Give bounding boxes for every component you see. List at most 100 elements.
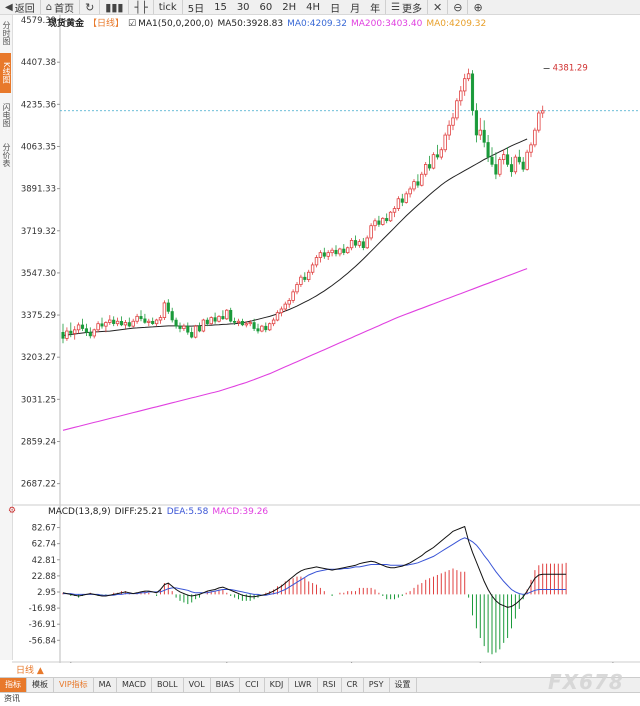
- period-15[interactable]: 15: [214, 1, 227, 13]
- macd-legend: MACD(13,8,9) DIFF:25.21 DEA:5.58 MACD:39.26: [48, 507, 272, 517]
- candle: [135, 313, 139, 324]
- period-year[interactable]: 年: [370, 3, 381, 15]
- tab-psy[interactable]: PSY: [364, 678, 390, 692]
- candle: [252, 318, 256, 332]
- candle-body: [271, 319, 276, 325]
- tab-macd[interactable]: MACD: [117, 678, 153, 692]
- tab-rsi[interactable]: RSI: [318, 678, 342, 692]
- zoom-out-button[interactable]: ⊖: [447, 0, 467, 14]
- tab-cci[interactable]: CCI: [240, 678, 265, 692]
- candle: [197, 322, 202, 333]
- candle-body: [119, 321, 124, 326]
- candle: [217, 315, 221, 323]
- refresh-button[interactable]: ↻: [79, 0, 99, 14]
- ma200-value: MA200:3403.40: [350, 19, 423, 29]
- candle-body: [345, 247, 350, 254]
- macd-tick-label: 82.67: [32, 524, 56, 534]
- tab-lwr[interactable]: LWR: [289, 678, 318, 692]
- candle-body: [221, 316, 225, 320]
- price-tick-label: 2859.24: [21, 437, 56, 447]
- candle-body: [353, 240, 358, 246]
- checkbox-icon[interactable]: ☑: [128, 19, 137, 29]
- candle-body: [541, 110, 545, 114]
- period-2h[interactable]: 2H: [282, 1, 297, 13]
- period-month[interactable]: 月: [350, 3, 361, 15]
- instrument-name: 现货黄金: [48, 19, 85, 29]
- candle: [342, 244, 346, 256]
- candle-body: [225, 309, 229, 320]
- candle: [291, 289, 295, 303]
- more-button[interactable]: ☰ 更多: [385, 0, 427, 15]
- candle: [408, 186, 412, 198]
- candle-body: [482, 129, 486, 143]
- candle: [190, 327, 194, 339]
- tab-vol[interactable]: VOL: [184, 678, 211, 692]
- zoom-in-button[interactable]: ⊕: [467, 0, 487, 14]
- candle: [420, 171, 424, 187]
- sidebar-tab-timeshare[interactable]: 分时图: [2, 21, 11, 45]
- candle-body: [318, 252, 323, 258]
- footer-news[interactable]: 资讯: [4, 694, 20, 703]
- period-60[interactable]: 60: [259, 1, 273, 13]
- kline-type-button[interactable]: ┤├: [128, 0, 152, 14]
- price-tick-label: 3203.27: [21, 353, 56, 363]
- tab-boll[interactable]: BOLL: [152, 678, 184, 692]
- period-4h[interactable]: 4H: [306, 1, 321, 13]
- candle-body: [162, 302, 167, 318]
- home-icon: ⌂: [45, 1, 53, 13]
- candle: [131, 318, 135, 328]
- candle-body: [240, 321, 244, 326]
- candle-body: [338, 248, 342, 255]
- candle: [537, 110, 541, 133]
- candle-body: [525, 151, 529, 170]
- crosshair-button[interactable]: ✕: [427, 0, 447, 14]
- candle: [193, 324, 198, 339]
- candle: [69, 322, 73, 338]
- home-button[interactable]: ⌂ 首页: [39, 0, 79, 15]
- back-button[interactable]: ◀ 返回: [5, 1, 35, 15]
- sidebar-tab-kline[interactable]: K线图: [0, 53, 11, 93]
- tab-ma[interactable]: MA: [94, 678, 118, 692]
- candle: [361, 237, 365, 251]
- tab-kdj[interactable]: KDJ: [265, 678, 290, 692]
- candle-body: [80, 324, 85, 329]
- period-30[interactable]: 30: [236, 1, 250, 13]
- candle: [509, 157, 514, 177]
- candle: [260, 324, 264, 333]
- ma50-line: [62, 138, 528, 336]
- candle: [174, 317, 178, 329]
- sidebar-tab-price-table[interactable]: 分价表: [2, 143, 11, 167]
- period-5d[interactable]: 5日: [181, 0, 209, 15]
- tab-cr[interactable]: CR: [342, 678, 364, 692]
- candle-body: [369, 225, 373, 239]
- period-selector-bar: 日线 ▲: [0, 662, 640, 676]
- candle-body: [158, 317, 163, 321]
- candle-body: [112, 319, 116, 324]
- tab-bias[interactable]: BIAS: [211, 678, 241, 692]
- tick-button[interactable]: tick: [152, 0, 182, 14]
- candle: [104, 321, 108, 333]
- chart-type-button[interactable]: ▮▮▮: [99, 0, 128, 14]
- candle-body: [260, 325, 264, 332]
- ma0-value: MA0:4209.32: [287, 19, 347, 29]
- candle-body: [521, 161, 525, 170]
- tab-vip[interactable]: VIP指标: [54, 678, 94, 692]
- candle-body: [303, 276, 307, 280]
- tab-template[interactable]: 模板: [27, 678, 54, 692]
- candle-body: [115, 320, 120, 325]
- candle-body: [404, 193, 408, 203]
- candle-body: [143, 318, 147, 323]
- candle: [474, 103, 478, 143]
- period-dropdown[interactable]: 日线 ▲: [16, 666, 44, 676]
- sidebar-tab-lightning[interactable]: 闪电图: [2, 103, 11, 127]
- tab-settings[interactable]: 设置: [390, 678, 417, 692]
- tab-indicator[interactable]: 指标: [0, 678, 27, 692]
- macd-settings-icon[interactable]: ⚙: [8, 506, 17, 516]
- candle: [303, 272, 307, 283]
- candle: [517, 149, 521, 165]
- candle: [428, 155, 432, 171]
- candle: [349, 237, 354, 251]
- chart-canvas[interactable]: 4579.39 4407.38 4235.36 4063.35 3891.33 3719.…: [12, 15, 640, 676]
- candle: [404, 191, 408, 204]
- period-day[interactable]: 日: [330, 3, 341, 15]
